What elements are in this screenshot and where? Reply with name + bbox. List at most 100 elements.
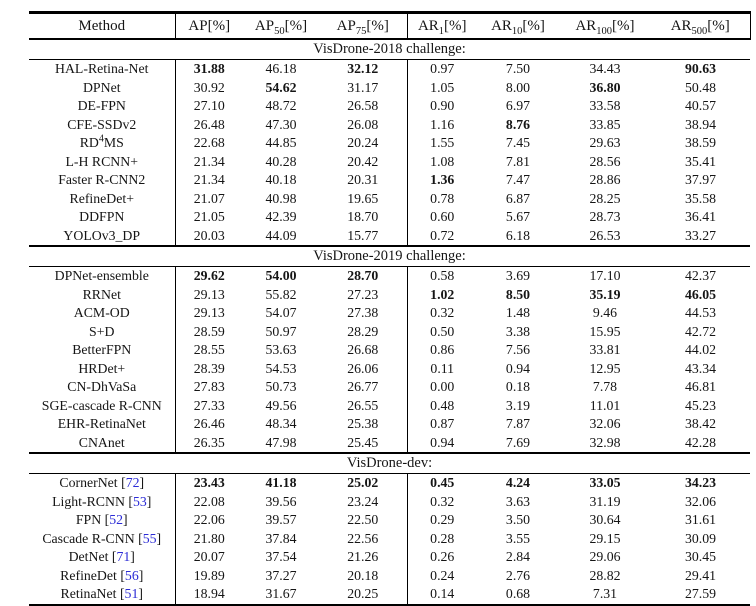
value-cell: 28.25 <box>589 190 621 206</box>
value-cell: 47.98 <box>265 434 297 450</box>
table-row: S+D 28.59 50.97 28.29 0.50 3.38 15.95 42.72 <box>29 322 750 341</box>
table-row: L-H RCNN+ 21.34 40.28 20.42 1.08 7.81 28.56 35.… <box>29 152 750 171</box>
value-cell: 7.87 <box>505 416 531 432</box>
section-title: VisDrone-dev: <box>29 452 750 474</box>
citation-link[interactable]: 72 <box>125 475 140 491</box>
metric-subscript: 50 <box>274 25 285 37</box>
value-cell: 23.43 <box>193 475 225 491</box>
value-cell: 36.80 <box>589 79 621 95</box>
value-cell: 26.68 <box>319 341 408 360</box>
value-cell: 21.05 <box>193 209 225 225</box>
value-cell: 32.06 <box>684 493 717 509</box>
value-cell: 26.77 <box>319 378 408 397</box>
citation-link[interactable]: 51 <box>124 586 139 602</box>
table-body: VisDrone-2018 challenge: HAL-Retina-Net 31… <box>29 38 750 606</box>
value-cell: 53.63 <box>265 342 297 358</box>
table-row: DDFPN 21.05 42.39 18.70 0.60 5.67 28.73 36.41 <box>29 208 750 227</box>
value-cell: 38.42 <box>684 416 717 432</box>
method-name: RefineDet <box>60 567 117 583</box>
value-cell: 35.41 <box>684 153 717 169</box>
metric-subscript: 500 <box>691 25 708 37</box>
citation-bracket-close: ] <box>138 586 143 602</box>
value-cell: 33.05 <box>589 475 621 491</box>
value-cell: 35.19 <box>589 286 621 302</box>
value-cell: 12.95 <box>589 360 621 376</box>
value-cell: 27.33 <box>193 397 225 413</box>
value-cell: 15.95 <box>589 323 621 339</box>
value-cell: 37.54 <box>265 549 297 565</box>
value-cell: 3.50 <box>505 512 531 528</box>
value-cell: 54.53 <box>265 360 297 376</box>
value-cell: 0.90 <box>430 98 455 114</box>
citation-link[interactable]: 56 <box>124 567 139 583</box>
table-row: Faster R-CNN2 21.34 40.18 20.31 1.36 7.47 28.8… <box>29 171 750 190</box>
metric-unit: [%] <box>522 17 545 34</box>
value-cell: 50.73 <box>265 379 297 395</box>
method-name: EHR-RetinaNet <box>57 416 146 432</box>
header-row: Method AP[%] AP50[%] AP75[%] AR1[%] AR10[%] AR… <box>29 11 751 40</box>
citation-link[interactable]: 71 <box>116 549 131 565</box>
value-cell: 36.41 <box>684 209 717 225</box>
citation-bracket-open: [ <box>111 549 117 565</box>
value-cell: 28.86 <box>589 172 621 188</box>
value-cell: 28.39 <box>193 360 225 376</box>
table-row: Light-RCNN [53] 22.08 39.56 23.24 0.32 3.63 31… <box>29 492 750 511</box>
value-cell: 33.58 <box>589 98 621 114</box>
value-cell: 0.94 <box>430 434 455 450</box>
value-cell: 22.50 <box>319 511 408 530</box>
value-cell: 0.94 <box>505 360 531 376</box>
method-name: Faster R-CNN2 <box>58 172 146 188</box>
table-row: HRDet+ 28.39 54.53 26.06 0.11 0.94 12.95 43.34 <box>29 359 750 378</box>
value-cell: 7.69 <box>505 434 531 450</box>
method-cell: YOLOv3_DP <box>29 226 176 246</box>
method-name: RRNet <box>82 286 121 302</box>
value-cell: 37.84 <box>265 530 297 546</box>
method-cell: RefineDet+ <box>29 189 176 208</box>
citation-link[interactable]: 52 <box>109 512 124 528</box>
table-row: CNAnet 26.35 47.98 25.45 0.94 7.69 32.98 42.28 <box>29 433 750 453</box>
table-header: Method AP[%] AP50[%] AP75[%] AR1[%] AR10[%] AR… <box>29 11 751 40</box>
value-cell: 0.86 <box>430 342 455 358</box>
value-cell: 8.76 <box>505 116 531 132</box>
metric-unit: [%] <box>366 17 389 34</box>
value-cell: 26.58 <box>319 97 408 116</box>
citation-link[interactable]: 53 <box>132 493 147 509</box>
value-cell: 33.27 <box>684 227 717 243</box>
results-table: Method AP[%] AP50[%] AP75[%] AR1[%] AR10[%] AR… <box>29 11 751 606</box>
method-name: L-H RCNN+ <box>65 153 139 169</box>
value-cell: 3.38 <box>505 323 531 339</box>
value-cell: 0.32 <box>430 305 455 321</box>
method-cell: DPNet-ensemble <box>29 266 176 286</box>
value-cell: 20.25 <box>319 585 408 606</box>
value-cell: 35.58 <box>684 190 717 206</box>
method-cell: Cascade R-CNN [55] <box>29 529 176 548</box>
metric-base: AR <box>417 17 439 34</box>
method-cell: ACM-OD <box>29 304 176 323</box>
column-header-ap75: AP75[%] <box>319 11 408 40</box>
value-cell: 30.09 <box>684 530 717 546</box>
section-header-row: VisDrone-2018 challenge: <box>29 38 750 60</box>
value-cell: 6.18 <box>505 227 531 243</box>
value-cell: 29.06 <box>589 549 621 565</box>
method-cell: L-H RCNN+ <box>29 152 176 171</box>
citation-link[interactable]: 55 <box>142 530 157 546</box>
value-cell: 33.85 <box>589 116 621 132</box>
value-cell: 28.73 <box>589 209 621 225</box>
metric-base: AR <box>575 17 597 34</box>
method-cell: CFE-SSDv2 <box>29 115 176 134</box>
table-row: BetterFPN 28.55 53.63 26.68 0.86 7.56 33.81 44.… <box>29 341 750 360</box>
metric-unit: [%] <box>207 17 231 34</box>
method-name: Cascade R-CNN <box>42 530 135 546</box>
metric-base: AR <box>670 17 692 34</box>
value-cell: 44.09 <box>265 227 297 243</box>
metric-base: AP <box>188 17 208 34</box>
method-cell: DDFPN <box>29 208 176 227</box>
column-header-ap: AP[%] <box>175 11 243 40</box>
value-cell: 40.18 <box>265 172 297 188</box>
method-cell: RRNet <box>29 285 176 304</box>
value-cell: 26.35 <box>193 434 225 450</box>
value-cell: 0.97 <box>430 61 455 77</box>
value-cell: 40.28 <box>265 153 297 169</box>
metric-unit: [%] <box>707 17 730 34</box>
